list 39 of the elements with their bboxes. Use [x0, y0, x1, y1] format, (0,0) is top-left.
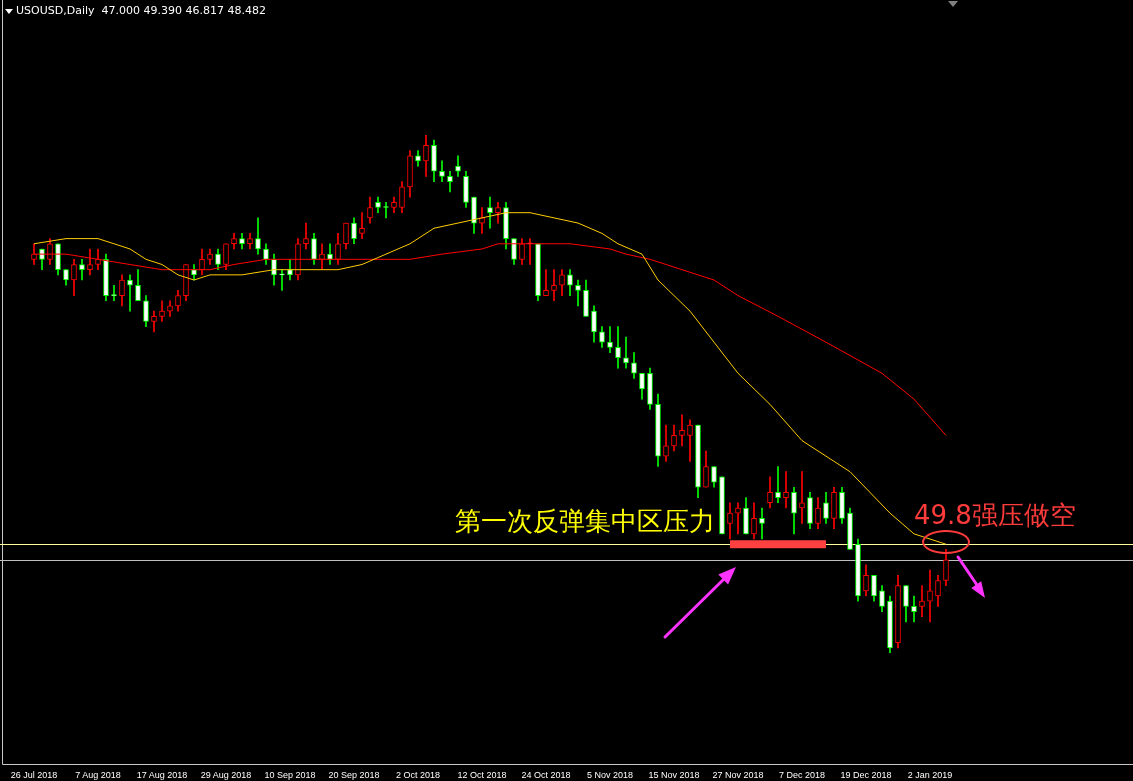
candlestick: [775, 466, 781, 504]
x-tick-label: 5 Nov 2018: [586, 769, 634, 780]
candlestick: [551, 269, 557, 302]
x-tick-label: 2 Oct 2018: [395, 769, 441, 780]
annotation: 第一次反弹集中区压力: [455, 506, 715, 536]
candlestick: [928, 569, 932, 623]
x-tick-label: 2 Jan 2019: [907, 769, 953, 780]
candlestick: [543, 269, 549, 296]
candlestick: [679, 414, 685, 447]
candlestick: [759, 507, 765, 540]
x-tick-label: 17 Aug 2018: [136, 769, 188, 780]
candlestick: [159, 300, 165, 322]
candlestick: [303, 222, 309, 250]
candlestick: [623, 336, 629, 369]
candlestick: [487, 196, 493, 229]
x-tick-label: 10 Sep 2018: [264, 769, 316, 780]
chart-title: USOUSD,Daily 47.000 49.390 46.817 48.482: [16, 3, 266, 17]
x-tick-label: 20 Sep 2018: [328, 769, 380, 780]
candlestick: [359, 212, 365, 239]
x-tick-label: 7 Aug 2018: [75, 769, 121, 780]
x-tick-label: 15 Nov 2018: [648, 769, 700, 780]
x-tick-label: 12 Oct 2018: [457, 769, 507, 780]
candlestick: [127, 274, 133, 312]
candlestick: [455, 155, 461, 177]
x-tick-label: 19 Dec 2018: [840, 769, 892, 780]
x-tick-label: 29 Aug 2018: [200, 769, 252, 780]
candlestick: [911, 595, 917, 623]
x-tick-label: 27 Nov 2018: [712, 769, 764, 780]
candlestick: [279, 269, 285, 291]
candlestick: [919, 585, 925, 618]
candlestick: [607, 326, 613, 353]
candlestick: [575, 279, 581, 307]
x-tick-label: 24 Oct 2018: [521, 769, 571, 780]
x-tick-label: 26 Jul 2018: [10, 769, 58, 780]
candlestick: [327, 243, 333, 265]
annotation: 49.8强压做空: [914, 500, 1076, 530]
candlestick: [783, 471, 789, 509]
x-tick-label: 7 Dec 2018: [778, 769, 826, 780]
candlestick: [799, 471, 805, 524]
